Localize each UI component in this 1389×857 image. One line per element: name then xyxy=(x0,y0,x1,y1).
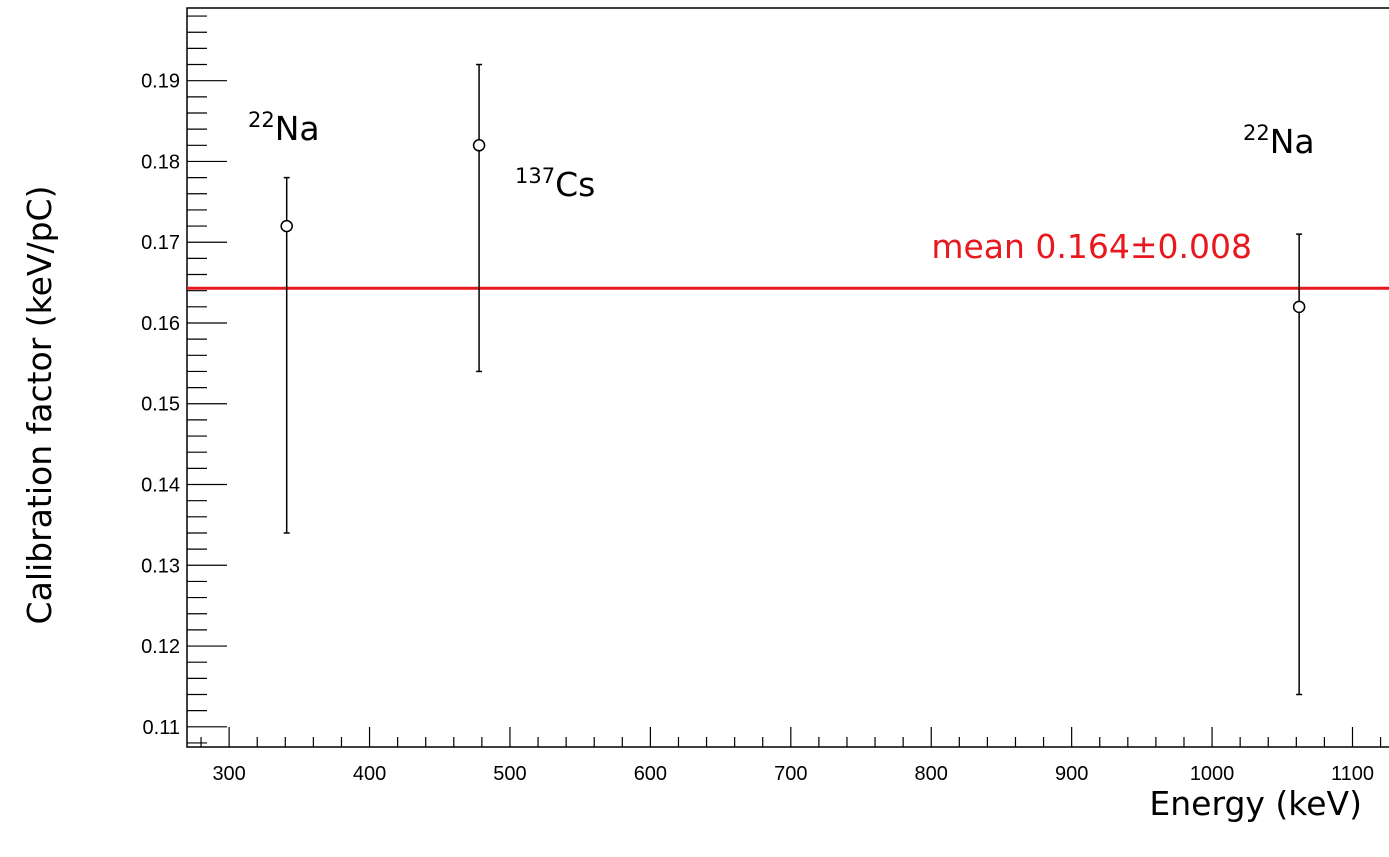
x-axis-ticks xyxy=(200,727,1382,747)
x-tick-label: 900 xyxy=(1055,763,1088,785)
y-tick-label: 0.15 xyxy=(141,394,180,416)
y-tick-label: 0.17 xyxy=(141,232,180,254)
data-point-marker xyxy=(280,219,293,233)
x-axis-title: Energy (keV) xyxy=(1149,784,1362,823)
isotope-label: 22Na xyxy=(1243,121,1315,161)
y-tick-label: 0.18 xyxy=(141,151,180,173)
y-tick-label: 0.12 xyxy=(141,636,180,658)
data-points xyxy=(280,63,1306,696)
y-axis-ticks xyxy=(187,15,227,744)
isotope-label: 137Cs xyxy=(515,164,595,204)
x-tick-label: 700 xyxy=(774,763,807,785)
y-tick-label: 0.11 xyxy=(143,717,180,739)
x-tick-label: 1000 xyxy=(1190,763,1235,785)
y-tick-label: 0.13 xyxy=(141,555,180,577)
data-point-marker xyxy=(472,139,486,152)
x-tick-label: 400 xyxy=(353,763,386,785)
x-axis-tick-labels: 300 400 500 600 700 800 900 1000 1100 xyxy=(212,763,1374,785)
isotope-mass-number: 22 xyxy=(248,108,275,132)
x-tick-label: 1100 xyxy=(1331,763,1374,785)
y-axis-tick-labels: 0.11 0.12 0.13 0.14 0.15 0.16 0.17 0.18 0.19 xyxy=(141,71,180,739)
y-axis-title: Calibration factor (keV/pC) xyxy=(20,186,59,625)
y-tick-label: 0.14 xyxy=(141,475,180,497)
y-tick-label: 0.16 xyxy=(141,313,180,335)
x-tick-label: 600 xyxy=(634,763,667,785)
x-tick-label: 300 xyxy=(212,763,245,785)
isotope-element: Na xyxy=(1270,122,1315,161)
plot-frame xyxy=(186,7,1389,748)
isotope-label: 22Na xyxy=(248,108,320,148)
data-point-marker xyxy=(1292,300,1306,314)
x-tick-label: 500 xyxy=(493,763,526,785)
isotope-mass-number: 137 xyxy=(515,164,555,188)
y-tick-label: 0.19 xyxy=(141,71,180,93)
isotope-element: Cs xyxy=(555,165,595,204)
mean-label: mean 0.164±0.008 xyxy=(931,227,1252,266)
x-tick-label: 800 xyxy=(915,763,948,785)
isotope-element: Na xyxy=(275,109,320,148)
isotope-mass-number: 22 xyxy=(1243,121,1270,145)
